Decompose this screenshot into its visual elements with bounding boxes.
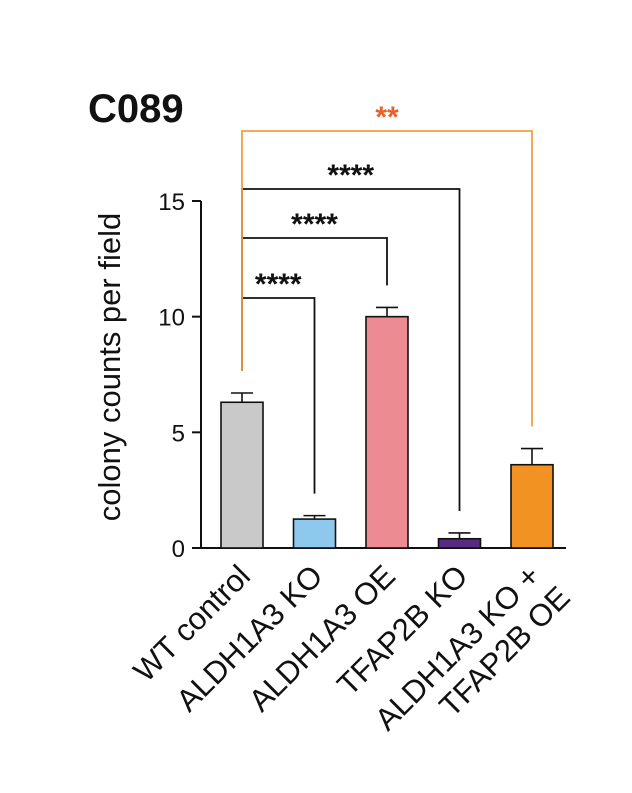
- bar: [437, 537, 482, 549]
- y-axis-label: colony counts per field: [92, 213, 127, 521]
- y-tick-label: 10: [158, 305, 185, 332]
- significance-label: ****: [327, 159, 374, 192]
- significance-label: **: [375, 101, 399, 134]
- significance-label: ****: [255, 268, 302, 301]
- bar: [365, 315, 409, 549]
- bar: [510, 463, 554, 549]
- chart-title: C089: [88, 87, 184, 131]
- significance-label: ****: [291, 208, 338, 241]
- axes: 0 5 10 15: [158, 189, 566, 563]
- significance-brackets: **************: [241, 101, 533, 511]
- y-tick-label: 15: [158, 189, 185, 216]
- significance-bracket: [241, 130, 533, 427]
- y-tick-label: 0: [172, 536, 185, 563]
- y-tick-label: 5: [172, 420, 185, 447]
- bar: [220, 401, 264, 549]
- bar: [292, 518, 337, 549]
- bars: [220, 306, 554, 549]
